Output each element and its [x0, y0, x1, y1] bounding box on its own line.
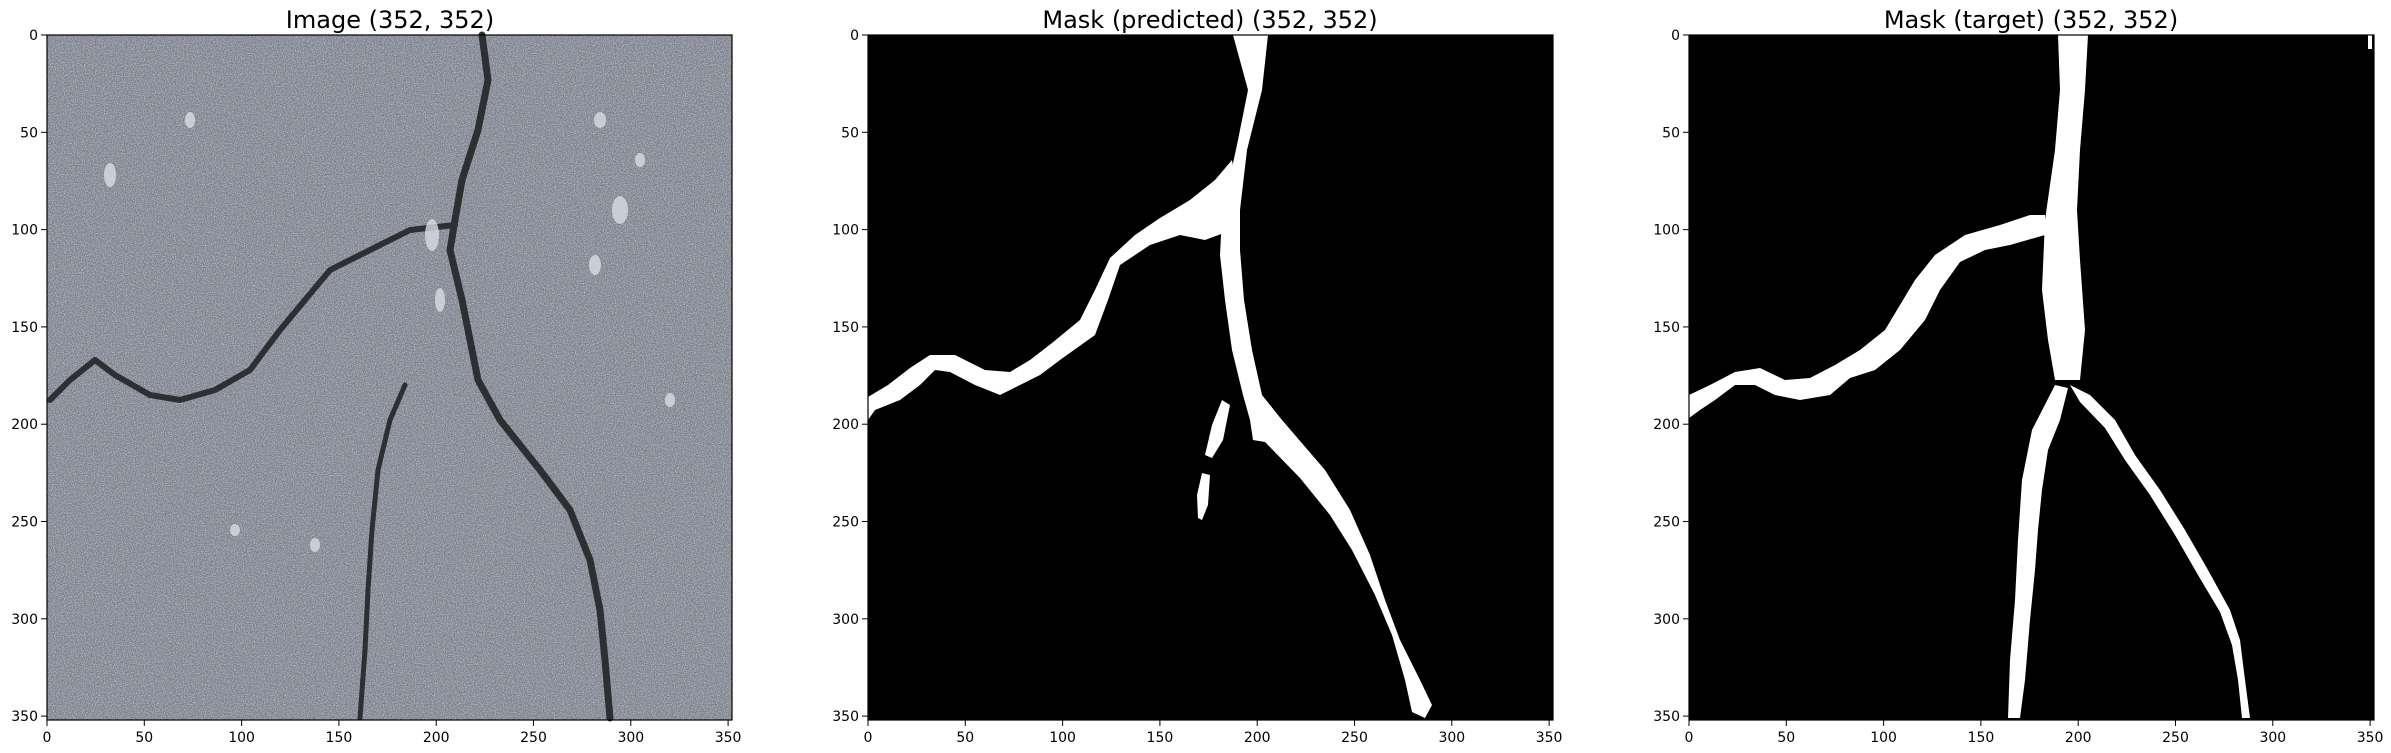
x-tick-label: 150 — [1968, 730, 1995, 746]
y-tick-label: 150 — [11, 320, 38, 336]
y-tick-label: 50 — [1662, 125, 1680, 141]
y-tick-label: 200 — [1653, 417, 1680, 433]
y-tick-label: 200 — [11, 417, 38, 433]
y-tick-label: 250 — [1653, 515, 1680, 531]
panel-title: Mask (predicted) (352, 352) — [1042, 6, 1377, 34]
x-tick-label: 0 — [43, 730, 52, 746]
y-tick-label: 100 — [11, 223, 38, 239]
axes-frame — [1688, 34, 2375, 721]
pebble — [589, 255, 601, 275]
x-tick-label: 300 — [2259, 730, 2286, 746]
x-tick-label: 50 — [956, 730, 974, 746]
pebble — [230, 524, 240, 536]
x-tick-label: 250 — [520, 730, 547, 746]
x-tick-label: 300 — [617, 730, 644, 746]
x-tick-label: 350 — [2357, 730, 2384, 746]
y-tick-label: 150 — [832, 320, 859, 336]
axes-frame — [46, 34, 733, 721]
mask-background — [1689, 35, 2374, 720]
panel-title: Image (352, 352) — [286, 6, 494, 34]
y-tick-label: 350 — [1653, 709, 1680, 725]
x-tick-label: 100 — [1049, 730, 1076, 746]
y-tick-label: 0 — [29, 28, 38, 44]
mask-crack-left — [868, 160, 1240, 420]
mask-foreground — [1689, 35, 2372, 718]
x-ticks: 0 50 100 150 200 250 300 350 — [1685, 720, 2384, 746]
x-tick-label: 150 — [1147, 730, 1174, 746]
y-ticks: 0 50 100 150 200 250 300 350 — [1653, 28, 1689, 725]
y-tick-label: 150 — [1653, 320, 1680, 336]
mask-crack-main — [2042, 35, 2088, 380]
crack-left — [47, 222, 458, 403]
y-ticks: 0 50 100 150 200 250 300 350 — [11, 28, 47, 725]
photo-highlights — [104, 112, 675, 552]
x-tick-label: 200 — [1244, 730, 1271, 746]
panel-mask-target: Mask (target) (352, 352) 0 50 100 150 200 250… — [1653, 6, 2383, 746]
x-tick-label: 350 — [1536, 730, 1563, 746]
y-ticks: 0 50 100 150 200 250 300 350 — [832, 28, 868, 725]
x-tick-label: 50 — [1777, 730, 1795, 746]
y-tick-label: 350 — [832, 709, 859, 725]
x-tick-label: 300 — [1438, 730, 1465, 746]
pebble — [665, 393, 675, 407]
pebble — [185, 112, 195, 128]
crack-main — [446, 31, 614, 722]
x-tick-label: 0 — [864, 730, 873, 746]
pebble — [635, 153, 645, 167]
y-tick-label: 50 — [20, 125, 38, 141]
x-tick-label: 50 — [135, 730, 153, 746]
mask-edge-fragment — [2368, 35, 2372, 49]
x-ticks: 0 50 100 150 200 250 300 350 — [43, 720, 742, 746]
x-tick-label: 150 — [326, 730, 353, 746]
y-tick-label: 300 — [1653, 612, 1680, 628]
y-tick-label: 200 — [832, 417, 859, 433]
y-tick-label: 0 — [850, 28, 859, 44]
mask-fragment-a — [1205, 400, 1230, 458]
x-ticks: 0 50 100 150 200 250 300 350 — [864, 720, 1563, 746]
panel-title: Mask (target) (352, 352) — [1884, 6, 2178, 34]
y-tick-label: 100 — [832, 223, 859, 239]
x-tick-label: 250 — [2162, 730, 2189, 746]
pebble — [435, 288, 445, 312]
y-tick-label: 0 — [1671, 28, 1680, 44]
x-tick-label: 350 — [715, 730, 742, 746]
x-tick-label: 100 — [228, 730, 255, 746]
pebble — [104, 163, 116, 187]
x-tick-label: 200 — [423, 730, 450, 746]
x-tick-label: 0 — [1685, 730, 1694, 746]
crack-lines — [47, 31, 614, 722]
y-tick-label: 250 — [832, 515, 859, 531]
pebble — [612, 196, 628, 224]
panel-image: Image (352, 352) — [11, 6, 741, 746]
mask-foreground — [868, 35, 1432, 718]
y-tick-label: 300 — [11, 612, 38, 628]
y-tick-label: 250 — [11, 515, 38, 531]
x-tick-label: 100 — [1870, 730, 1897, 746]
x-tick-label: 200 — [2065, 730, 2092, 746]
mask-crack-lower — [2008, 385, 2068, 718]
y-tick-label: 100 — [1653, 223, 1680, 239]
pebble — [425, 219, 439, 251]
y-tick-label: 350 — [11, 709, 38, 725]
mask-crack-left — [1689, 215, 2045, 418]
photo-texture-light — [47, 35, 732, 720]
x-tick-label: 250 — [1341, 730, 1368, 746]
axes-frame — [867, 34, 1554, 721]
mask-fragment-b — [1197, 473, 1210, 520]
pebble — [310, 538, 320, 552]
y-tick-label: 300 — [832, 612, 859, 628]
crack-lower — [357, 382, 408, 721]
asphalt-photo — [47, 31, 732, 722]
panel-mask-predicted: Mask (predicted) (352, 352) 0 50 100 150 200… — [832, 6, 1562, 746]
y-tick-label: 50 — [841, 125, 859, 141]
pebble — [594, 112, 606, 128]
